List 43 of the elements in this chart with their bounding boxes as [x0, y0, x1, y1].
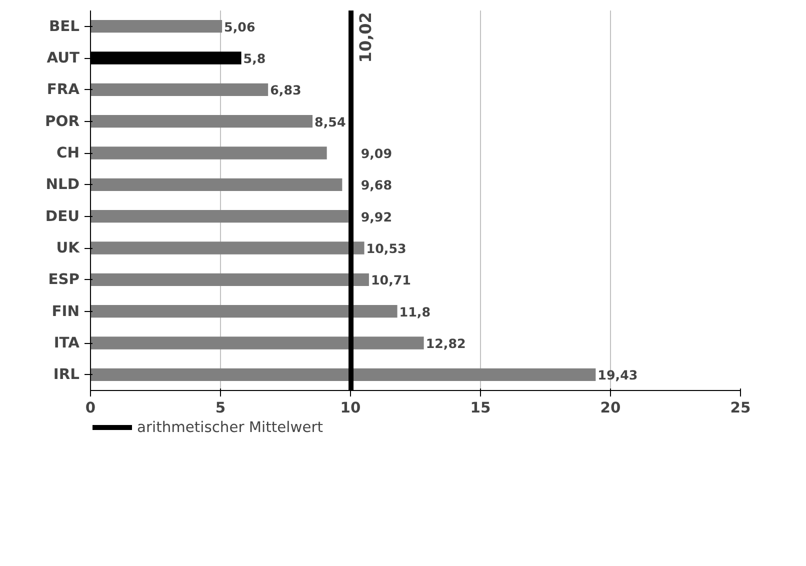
y-tick-label: POR [45, 112, 80, 130]
x-tick-label: 10 [340, 400, 361, 416]
data-label: 9,92 [360, 209, 392, 224]
x-tick-label: 25 [730, 400, 751, 416]
bar [90, 368, 596, 381]
data-label: 6,83 [270, 82, 302, 98]
y-tick-label: UK [56, 240, 80, 256]
bar [90, 210, 348, 223]
x-tick-label: 5 [215, 400, 226, 416]
x-tick-label: 15 [470, 400, 491, 416]
bar [90, 20, 222, 33]
y-tick-label: CH [56, 144, 80, 162]
data-label: 8,54 [314, 114, 346, 130]
y-tick-label: FIN [52, 302, 80, 320]
data-label: 19,43 [598, 368, 638, 383]
data-label: 5,8 [243, 51, 266, 66]
bar [90, 146, 327, 160]
bar [90, 83, 268, 96]
y-tick-label: FRA [46, 81, 80, 98]
y-tick-label: DEU [45, 208, 80, 225]
legend-label: arithmetischer Mittelwert [137, 418, 323, 436]
y-tick-label: ESP [48, 271, 80, 288]
data-label: 11,8 [399, 304, 431, 320]
x-tick-label: 20 [600, 400, 621, 416]
data-label: 9,68 [360, 178, 392, 193]
bar [90, 305, 398, 318]
y-tick-label: BEL [48, 18, 80, 35]
data-label: 10,71 [370, 272, 412, 288]
data-label: 12,82 [426, 336, 466, 351]
data-label: 10,53 [366, 241, 406, 256]
bar [90, 115, 313, 128]
annotation: 10,02 [356, 12, 376, 63]
bar [90, 336, 424, 350]
bar [90, 178, 342, 191]
y-tick-label: NLD [46, 176, 80, 194]
data-label: 5,06 [224, 19, 256, 34]
x-tick-label: 0 [85, 400, 96, 416]
data-label: 9,09 [360, 146, 392, 161]
y-tick-label: ITA [54, 334, 80, 352]
y-tick-label: AUT [46, 50, 80, 66]
bar [90, 273, 369, 286]
y-tick-label: IRL [53, 366, 80, 384]
bar [90, 242, 364, 254]
